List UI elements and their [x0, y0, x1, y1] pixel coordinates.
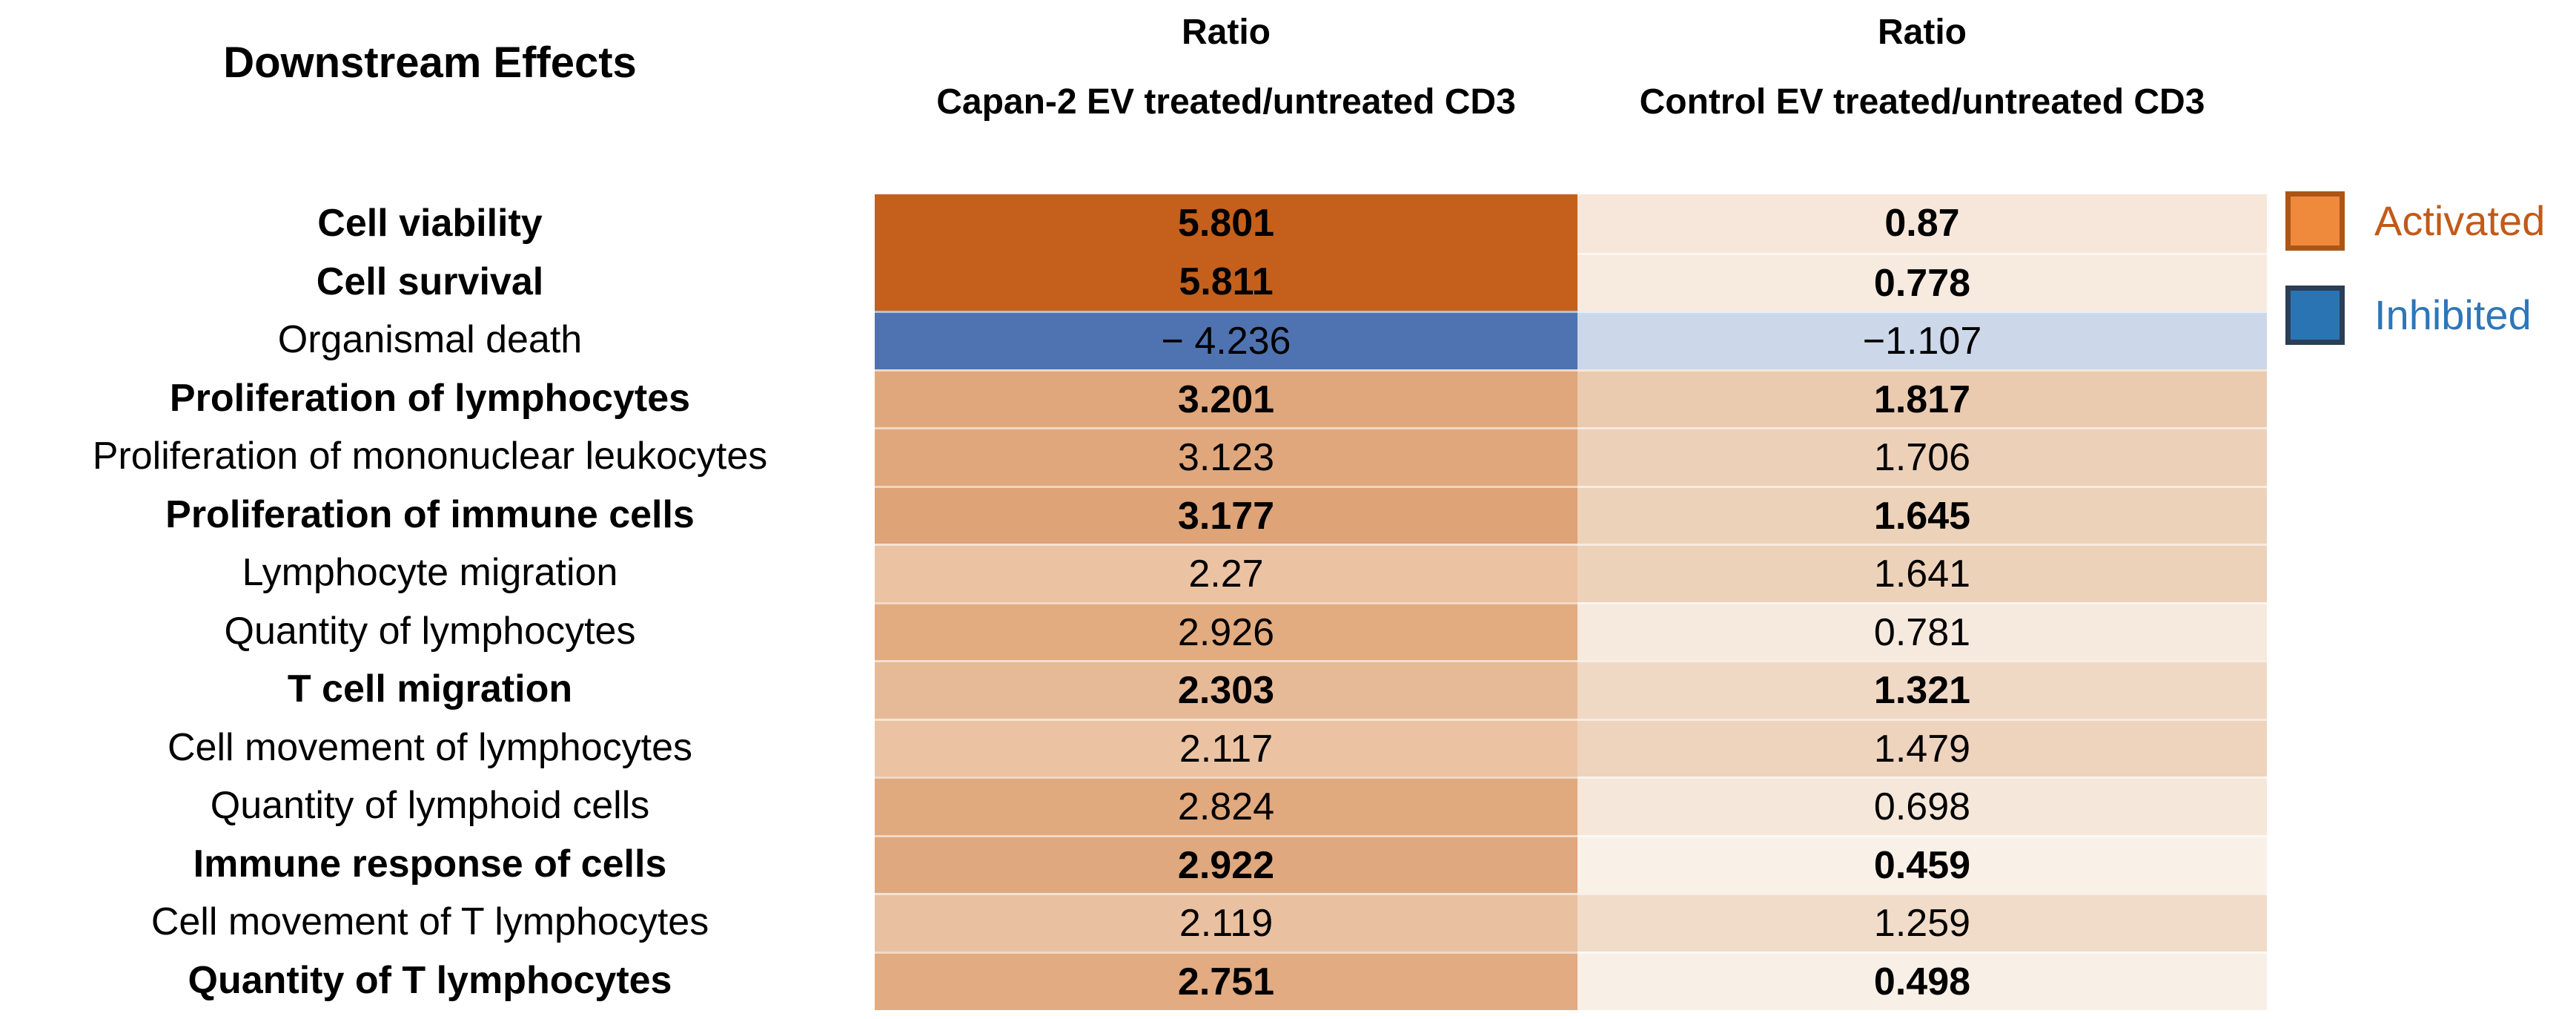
heat-cell: 3.201	[875, 369, 1577, 428]
heat-cell: 5.811	[875, 253, 1577, 311]
table-row: Proliferation of lymphocytes 3.201 1.817	[0, 369, 2576, 428]
heat-cell: 2.922	[875, 835, 1577, 894]
page-title: Downstream Effects	[223, 39, 637, 87]
inhibited-legend-swatch-icon	[2285, 286, 2345, 345]
row-label: Cell viability	[317, 202, 543, 245]
row-label: Quantity of lymphoid cells	[210, 784, 650, 827]
activated-legend-swatch-icon	[2285, 191, 2345, 251]
heat-cell: 1.817	[1577, 369, 2267, 428]
heat-cell: 1.641	[1577, 544, 2267, 602]
heat-cell: 0.698	[1577, 776, 2267, 835]
heat-cell: − 4.236	[875, 311, 1577, 369]
heat-cell: −1.107	[1577, 311, 2267, 369]
row-label: Proliferation of mononuclear leukocytes	[92, 435, 768, 478]
row-label: Cell survival	[316, 260, 544, 303]
table-row: Quantity of lymphoid cells 2.824 0.698	[0, 776, 2576, 835]
heat-cell: 1.259	[1577, 893, 2267, 952]
legend-label-inhibited: Inhibited	[2374, 291, 2532, 338]
heat-cell: 0.781	[1577, 602, 2267, 661]
heat-cell: 2.751	[875, 952, 1577, 1010]
heat-cell: 2.303	[875, 660, 1577, 719]
row-label: Immune response of cells	[193, 842, 667, 886]
heat-cell: 0.459	[1577, 835, 2267, 894]
column2-header-ratio: Ratio	[1878, 13, 1967, 52]
column1-header-ratio: Ratio	[1182, 13, 1271, 52]
table-row: T cell migration 2.303 1.321	[0, 660, 2576, 719]
heat-cell: 2.117	[875, 719, 1577, 777]
heat-cell: 1.321	[1577, 660, 2267, 719]
table-row: Cell movement of lymphocytes 2.117 1.479	[0, 719, 2576, 777]
row-label: Lymphocyte migration	[242, 551, 618, 594]
table-row: Proliferation of mononuclear leukocytes 3…	[0, 427, 2576, 486]
heat-cell: 1.479	[1577, 719, 2267, 777]
heat-cell: 2.27	[875, 544, 1577, 602]
heat-cell: 2.119	[875, 893, 1577, 952]
heat-cell: 0.498	[1577, 952, 2267, 1010]
heat-cell: 1.645	[1577, 486, 2267, 544]
row-label: Proliferation of immune cells	[165, 493, 695, 536]
table-row: Cell movement of T lymphocytes 2.119 1.259	[0, 893, 2576, 952]
table-row: Immune response of cells 2.922 0.459	[0, 835, 2576, 894]
heat-cell: 2.824	[875, 776, 1577, 835]
table-row: Cell viability 5.801 0.87	[0, 194, 2576, 253]
row-label: Organismal death	[277, 318, 583, 361]
heat-cell: 5.801	[875, 194, 1577, 253]
table-row: Lymphocyte migration 2.27 1.641	[0, 544, 2576, 602]
heat-cell: 1.706	[1577, 427, 2267, 486]
table-row: Organismal death − 4.236 −1.107	[0, 311, 2576, 369]
table-row: Quantity of T lymphocytes 2.751 0.498	[0, 952, 2576, 1010]
row-label: Quantity of lymphocytes	[224, 610, 636, 653]
row-label: Cell movement of lymphocytes	[167, 726, 693, 769]
row-label: Quantity of T lymphocytes	[188, 959, 672, 1002]
column2-header-condition: Control EV treated/untreated CD3	[1639, 82, 2205, 122]
heat-cell: 0.87	[1577, 194, 2267, 253]
row-label: Proliferation of lymphocytes	[169, 377, 691, 420]
table-row: Proliferation of immune cells 3.177 1.645	[0, 486, 2576, 544]
heat-cell: 2.926	[875, 602, 1577, 661]
heat-cell: 3.177	[875, 486, 1577, 544]
row-label: Cell movement of T lymphocytes	[150, 900, 709, 943]
table-row: Quantity of lymphocytes 2.926 0.781	[0, 602, 2576, 661]
column1-header-condition: Capan-2 EV treated/untreated CD3	[936, 82, 1516, 122]
heat-cell: 0.778	[1577, 253, 2267, 311]
heat-cell: 3.123	[875, 427, 1577, 486]
legend-label-activated: Activated	[2374, 197, 2546, 244]
row-label: T cell migration	[287, 667, 573, 710]
table-row: Cell survival 5.811 0.778	[0, 253, 2576, 311]
